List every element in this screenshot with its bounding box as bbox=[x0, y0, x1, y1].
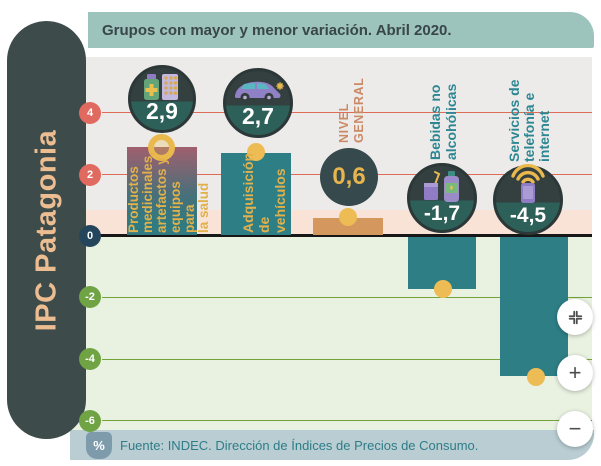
ytick-minus-2: -2 bbox=[79, 286, 101, 308]
category-label-productos: Productos medicinales, artefactos y equi… bbox=[126, 151, 211, 233]
value-label-nivel-general: 0,6 bbox=[332, 163, 366, 190]
ytick-minus-4: -4 bbox=[79, 348, 101, 370]
ytick-0: 0 bbox=[79, 225, 101, 247]
gridline-4 bbox=[102, 112, 592, 113]
value-label-servicios: -4,5 bbox=[509, 204, 547, 227]
marker-ring-productos bbox=[148, 134, 175, 161]
marker-dot-nivel-general bbox=[339, 208, 357, 226]
value-badge-vehiculos: 2,7 bbox=[223, 68, 293, 138]
percent-badge: % bbox=[86, 432, 112, 459]
fit-view-button[interactable] bbox=[557, 299, 593, 335]
gridline-minus-6 bbox=[102, 420, 592, 421]
car-icon bbox=[235, 81, 284, 103]
ytick-2: 2 bbox=[79, 164, 101, 186]
title-banner: Grupos con mayor y menor variación. Abri… bbox=[88, 12, 594, 48]
value-badge-servicios: -4,5 bbox=[493, 163, 563, 235]
fit-view-icon bbox=[568, 310, 582, 324]
value-label-bebidas: -1,7 bbox=[423, 202, 461, 225]
value-label-vehiculos: 2,7 bbox=[242, 103, 274, 129]
ytick-minus-6: -6 bbox=[79, 410, 101, 432]
marker-dot-vehiculos bbox=[247, 143, 265, 161]
bar-servicios-telefonia bbox=[500, 237, 568, 376]
zero-axis-line bbox=[100, 234, 592, 238]
gridline-minus-2 bbox=[102, 297, 592, 298]
value-badge-nivel-general: 0,6 bbox=[320, 148, 378, 206]
gridline-minus-4 bbox=[102, 359, 592, 360]
category-label-nivel-general: NIVEL GENERAL bbox=[337, 77, 366, 143]
zoom-out-button[interactable]: − bbox=[557, 411, 593, 447]
marker-dot-servicios bbox=[527, 368, 545, 386]
value-badge-productos: 2,9 bbox=[128, 65, 196, 133]
medicine-icon bbox=[144, 74, 178, 100]
bar-adquisicion-vehiculos bbox=[221, 153, 291, 235]
value-label-productos: 2,9 bbox=[146, 98, 178, 124]
marker-dot-bebidas bbox=[434, 280, 452, 298]
category-label-vehiculos: Adquisición de vehículos bbox=[240, 152, 288, 233]
value-badge-bebidas: -1,7 bbox=[407, 163, 477, 233]
source-text: Fuente: INDEC. Dirección de Índices de P… bbox=[120, 437, 479, 453]
sidebar: IPC Patagonia bbox=[7, 21, 86, 439]
bar-productos-medicinales bbox=[127, 147, 197, 235]
sidebar-title: IPC Patagonia bbox=[30, 129, 62, 331]
beverage-icon bbox=[424, 171, 459, 202]
zoom-in-button[interactable]: + bbox=[557, 355, 593, 391]
phone-wifi-icon bbox=[511, 163, 545, 203]
bar-nivel-general bbox=[313, 218, 383, 235]
page-title: Grupos con mayor y menor variación. Abri… bbox=[102, 21, 452, 39]
ytick-4: 4 bbox=[79, 102, 101, 124]
footer-bar: Fuente: INDEC. Dirección de Índices de P… bbox=[70, 430, 594, 460]
category-label-bebidas: Bebidas no alcohólicas bbox=[427, 83, 459, 160]
category-label-servicios: Servicios de telefonía e internet bbox=[506, 79, 552, 163]
